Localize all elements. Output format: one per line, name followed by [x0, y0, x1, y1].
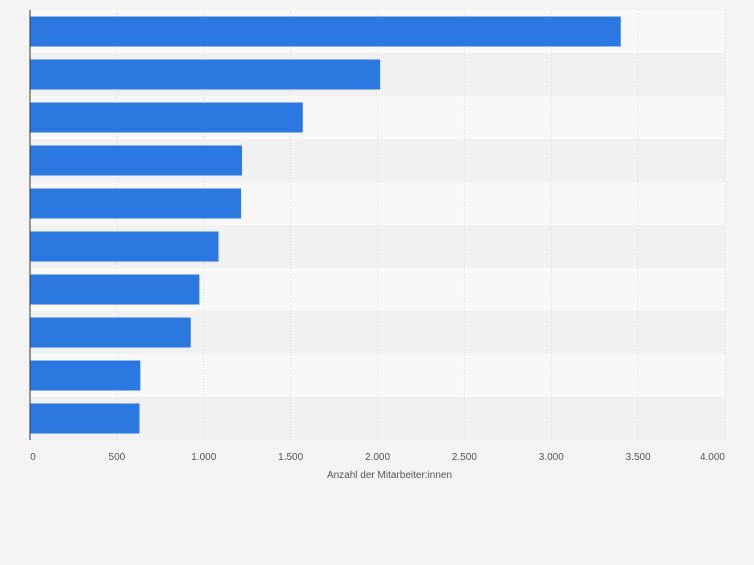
x-tick-label: 500 [109, 452, 126, 463]
bar[interactable] [30, 403, 140, 434]
bar[interactable] [30, 59, 381, 90]
bar[interactable] [30, 317, 191, 348]
x-tick-label: 1.500 [278, 452, 303, 463]
x-tick-label: 3.000 [539, 452, 564, 463]
x-axis-label: Anzahl der Mitarbeiter:innen [327, 470, 452, 481]
bar[interactable] [30, 16, 621, 47]
bar[interactable] [30, 188, 242, 219]
bars [30, 16, 621, 434]
bar[interactable] [30, 360, 141, 391]
x-tick-label: 2.000 [365, 452, 390, 463]
x-axis-tick-labels: 0 500 1.000 1.500 2.000 2.500 3.000 3.500 4.000 [30, 452, 725, 463]
bar[interactable] [30, 231, 219, 262]
x-tick-label: 0 [30, 452, 36, 463]
bar[interactable] [30, 274, 200, 305]
x-tick-label: 2.500 [452, 452, 477, 463]
x-tick-label: 3.500 [626, 452, 651, 463]
bar[interactable] [30, 102, 303, 133]
x-tick-label: 1.000 [191, 452, 216, 463]
x-tick-label: 4.000 [700, 452, 725, 463]
bar[interactable] [30, 145, 242, 176]
